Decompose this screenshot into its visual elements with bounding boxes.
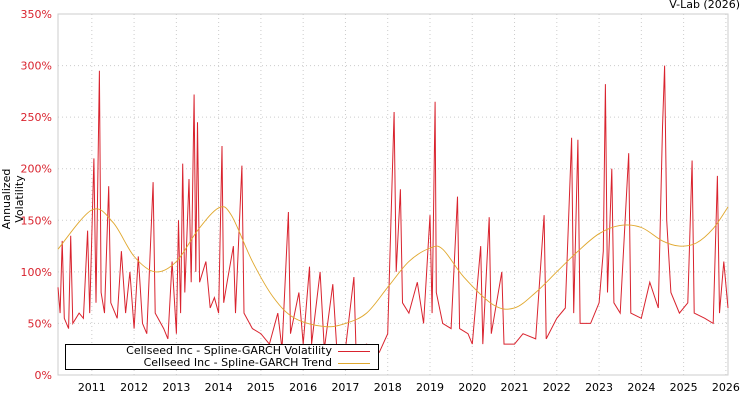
credit-label: V-Lab (2026) <box>669 0 740 11</box>
x-tick-label: 2022 <box>543 381 571 394</box>
y-tick-label: 300% <box>21 60 52 73</box>
x-tick-label: 2025 <box>670 381 698 394</box>
trend-series-line <box>57 206 729 328</box>
x-tick-label: 2026 <box>712 381 740 394</box>
legend: Cellseed Inc - Spline-GARCH Volatility C… <box>65 344 379 370</box>
x-tick-label: 2021 <box>501 381 529 394</box>
legend-item-volatility: Cellseed Inc - Spline-GARCH Volatility <box>126 345 370 357</box>
legend-swatch <box>338 362 370 364</box>
x-tick-label: 2016 <box>289 381 317 394</box>
y-tick-label: 250% <box>21 111 52 124</box>
x-tick-label: 2017 <box>331 381 359 394</box>
x-tick-label: 2013 <box>162 381 190 394</box>
y-tick-label: 150% <box>21 214 52 227</box>
x-tick-label: 2011 <box>78 381 106 394</box>
legend-label: Cellseed Inc - Spline-GARCH Trend <box>143 356 332 369</box>
y-tick-label: 350% <box>21 8 52 21</box>
x-tick-label: 2014 <box>205 381 233 394</box>
x-tick-label: 2019 <box>416 381 444 394</box>
legend-label: Cellseed Inc - Spline-GARCH Volatility <box>126 344 332 357</box>
x-tick-label: 2012 <box>120 381 148 394</box>
x-tick-label: 2023 <box>585 381 613 394</box>
y-tick-label: 200% <box>21 163 52 176</box>
y-axis-label: Annualized Volatility <box>0 168 26 230</box>
x-tick-label: 2018 <box>374 381 402 394</box>
x-tick-label: 2015 <box>247 381 275 394</box>
legend-item-trend: Cellseed Inc - Spline-GARCH Trend <box>144 357 370 369</box>
x-tick-label: 2020 <box>458 381 486 394</box>
volatility-series-line <box>57 65 729 354</box>
y-tick-label: 0% <box>35 369 52 382</box>
x-tick-label: 2024 <box>627 381 655 394</box>
legend-swatch <box>338 350 370 352</box>
y-tick-label: 50% <box>28 317 52 330</box>
y-tick-label: 100% <box>21 266 52 279</box>
plot-area <box>57 13 729 376</box>
